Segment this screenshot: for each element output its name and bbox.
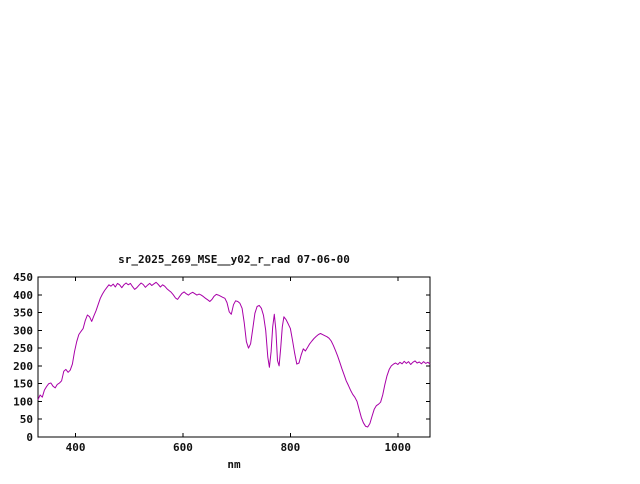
y-tick-label: 0 — [26, 431, 33, 444]
x-tick-label: 400 — [66, 441, 86, 454]
y-tick-label: 50 — [20, 413, 33, 426]
axis-ticks — [38, 276, 430, 438]
x-tick-label: 1000 — [385, 441, 412, 454]
plot-axes — [37, 276, 431, 438]
y-tick-label: 400 — [13, 289, 33, 302]
spectral-line — [37, 281, 431, 428]
y-tick-label: 250 — [13, 342, 33, 355]
y-tick-label: 300 — [13, 324, 33, 337]
y-tick-label: 350 — [13, 307, 33, 320]
x-tick-label: 800 — [280, 441, 300, 454]
plot-border — [37, 276, 431, 438]
chart-title: sr_2025_269_MSE__y02_r_rad 07-06-00 — [118, 253, 350, 266]
y-tick-label: 450 — [13, 271, 33, 284]
y-tick-label: 200 — [13, 360, 33, 373]
tick-labels: 400 600 800 1000 0 50 100 150 200 250 300 350 400 450 — [13, 271, 411, 454]
spectral-line-series — [37, 281, 431, 428]
x-axis-label: nm — [227, 458, 241, 471]
y-tick-label: 150 — [13, 378, 33, 391]
x-tick-label: 600 — [173, 441, 193, 454]
y-tick-label: 100 — [13, 395, 33, 408]
